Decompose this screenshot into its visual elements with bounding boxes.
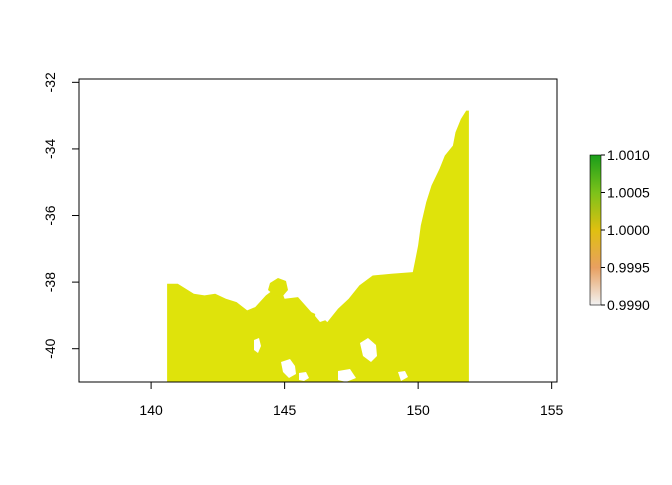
raster-gap: [338, 369, 356, 382]
raster-gap: [360, 338, 377, 362]
x-tick-label: 150: [406, 402, 430, 418]
x-tick-label: 140: [139, 402, 163, 418]
y-tick-label: -32: [42, 72, 58, 92]
legend-tick-label: 1.0010: [607, 147, 650, 163]
x-axis: 140 145 150 155: [139, 381, 564, 418]
y-tick-label: -34: [42, 139, 58, 159]
x-tick-label: 155: [540, 402, 564, 418]
y-tick-label: -38: [42, 272, 58, 292]
raster-gap: [281, 359, 296, 378]
island: [268, 278, 288, 297]
legend-tick-label: 0.9995: [607, 260, 650, 276]
y-tick-label: -36: [42, 205, 58, 225]
raster-gap: [254, 338, 261, 353]
legend-tick-label: 1.0005: [607, 185, 650, 201]
colorbar-ticks: 0.9990 0.9995 1.0000 1.0005 1.0010: [601, 147, 650, 313]
legend-tick-label: 1.0000: [607, 222, 650, 238]
y-axis: -32 -34 -36 -38 -40: [42, 72, 80, 359]
raster-gap: [315, 306, 326, 322]
raster-gap: [299, 372, 309, 381]
y-tick-label: -40: [42, 338, 58, 358]
colorbar: [589, 154, 602, 306]
legend-tick-label: 0.9990: [607, 297, 650, 313]
raster-gap: [398, 371, 408, 381]
raster-layer: [167, 110, 469, 382]
colorbar-legend: 0.9990 0.9995 1.0000 1.0005 1.0010: [589, 147, 650, 313]
x-tick-label: 145: [273, 402, 297, 418]
land-raster: [167, 110, 469, 382]
